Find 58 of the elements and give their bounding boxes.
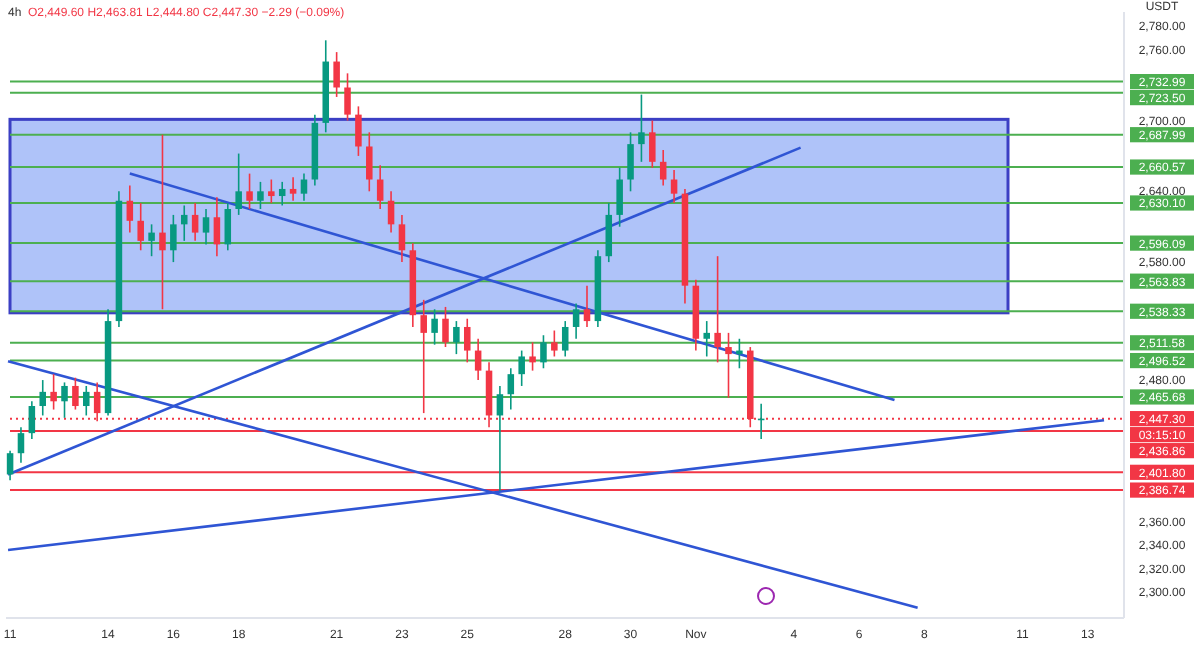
candlestick xyxy=(6,450,14,482)
candlestick xyxy=(28,400,36,440)
candlestick xyxy=(431,308,438,346)
candlestick xyxy=(561,320,569,358)
candlestick xyxy=(670,169,678,204)
candlestick xyxy=(605,202,613,263)
candlestick xyxy=(246,172,253,210)
candlestick xyxy=(703,320,710,358)
candlestick xyxy=(159,133,166,311)
candlestick xyxy=(191,202,199,242)
candlestick xyxy=(148,223,155,257)
candlestick xyxy=(714,255,721,364)
candlestick xyxy=(627,131,634,193)
candlestick xyxy=(213,196,221,257)
candlestick xyxy=(126,184,134,234)
candlestick xyxy=(496,385,504,492)
candlestick xyxy=(376,164,384,210)
candlestick xyxy=(398,214,406,263)
candlestick xyxy=(39,379,46,417)
candlestick xyxy=(235,152,242,216)
candlestick xyxy=(278,181,286,207)
candlestick xyxy=(300,172,308,202)
candlestick xyxy=(289,176,297,202)
candlestick xyxy=(61,381,68,419)
candlestick xyxy=(518,349,525,387)
candlestick xyxy=(344,72,351,122)
candlestick xyxy=(170,214,177,263)
candlestick xyxy=(649,119,656,169)
candlestick xyxy=(83,385,90,417)
candlestick xyxy=(474,337,482,381)
candlestick xyxy=(572,302,580,340)
candlestick xyxy=(551,329,558,358)
candlestick xyxy=(72,376,79,411)
candlestick xyxy=(507,367,515,411)
candlestick xyxy=(137,202,144,252)
candlestick xyxy=(202,208,210,246)
candlestick xyxy=(366,131,373,193)
candlestick xyxy=(616,166,623,228)
candlestick xyxy=(725,332,732,399)
candlestick xyxy=(540,334,547,370)
candlestick xyxy=(736,337,743,370)
candlestick xyxy=(453,320,460,355)
candlestick xyxy=(442,306,449,348)
candlestick xyxy=(529,341,536,372)
candlestick xyxy=(638,93,645,163)
candlestick xyxy=(583,284,591,328)
candlestick xyxy=(333,51,340,98)
candlestick xyxy=(355,105,362,157)
candlestick xyxy=(17,426,25,464)
candlestick xyxy=(420,299,427,414)
candlestick xyxy=(257,181,264,210)
candlestick xyxy=(659,149,667,187)
candlestick xyxy=(50,373,57,411)
candlestick xyxy=(268,178,275,204)
candlestick xyxy=(463,317,471,364)
candlestick xyxy=(387,190,395,234)
candlestick xyxy=(224,202,232,252)
candlestick xyxy=(180,204,188,242)
